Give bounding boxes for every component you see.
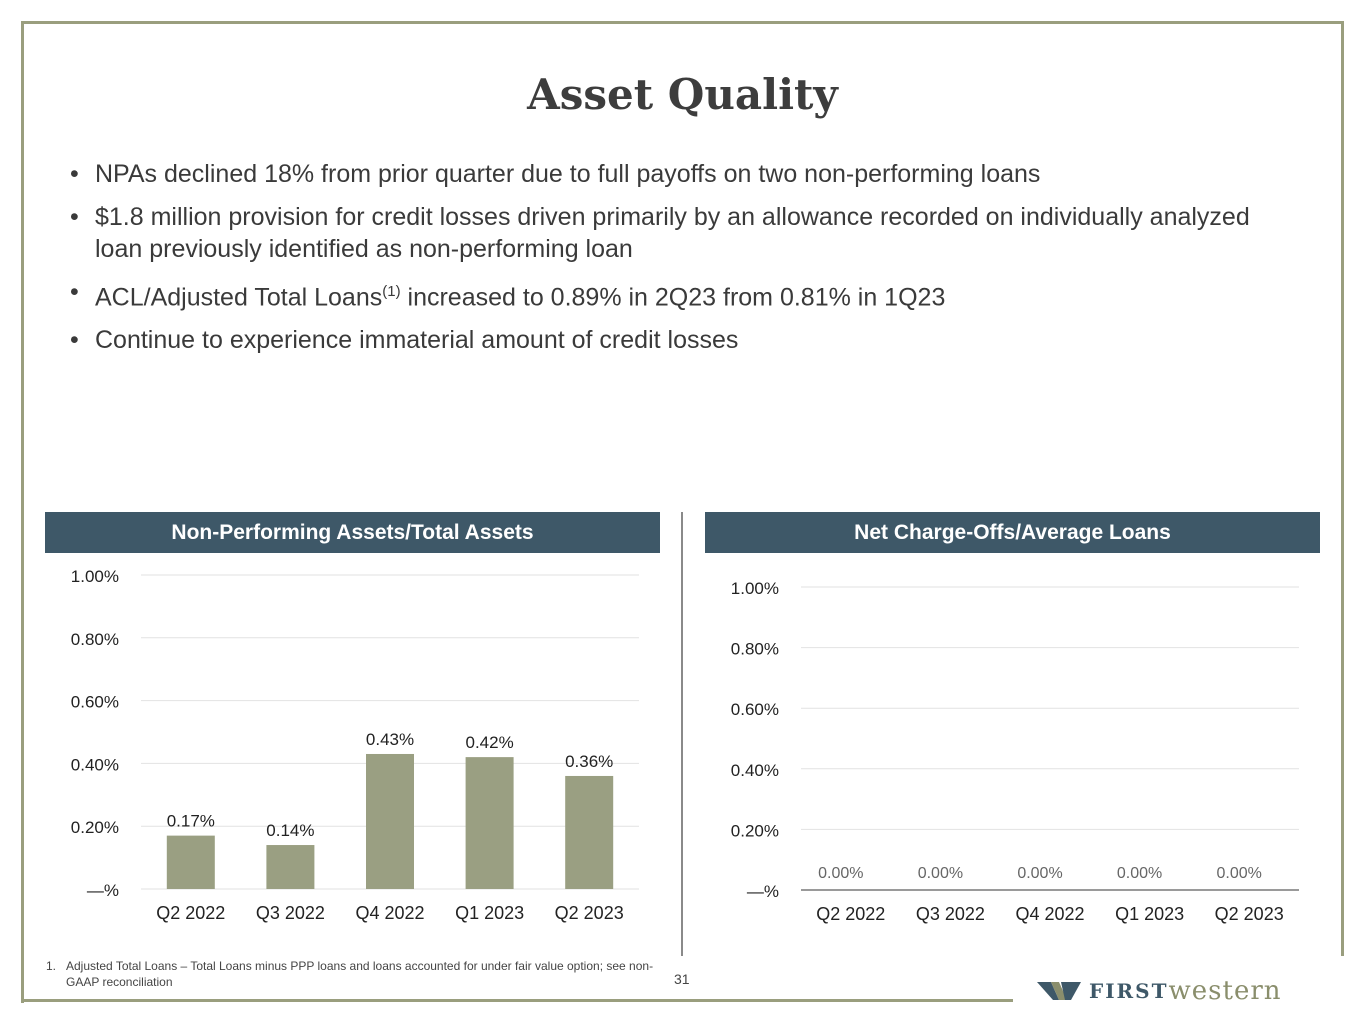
data-label: 0.00% xyxy=(1117,865,1162,882)
y-tick-label: 0.20% xyxy=(71,818,119,837)
bar xyxy=(565,775,614,889)
npa-bar-chart: —% 0.20% 0.40% 0.60% 0.80% 1.00% 0.17% Q2 2022 0… xyxy=(71,567,639,923)
data-label: 0.17% xyxy=(167,812,215,831)
footnote-number: 1. xyxy=(46,959,57,973)
data-label: 0.43% xyxy=(366,730,414,749)
bullet-dot-icon: • xyxy=(70,160,79,188)
bar xyxy=(266,845,315,889)
bullet-list: • NPAs declined 18% from prior quarter du… xyxy=(70,158,1270,367)
bar xyxy=(166,835,215,889)
slide-frame-right xyxy=(1341,21,1344,956)
bullet-item: • NPAs declined 18% from prior quarter du… xyxy=(70,158,1270,190)
y-tick-label: —% xyxy=(747,882,779,901)
y-tick-label: 0.80% xyxy=(71,630,119,649)
x-tick-label: Q4 2022 xyxy=(1015,904,1084,924)
slide-title: Asset Quality xyxy=(527,70,838,119)
slide-frame-top xyxy=(21,21,1344,24)
bullet-item: • $1.8 million provision for credit losse… xyxy=(70,201,1270,265)
slide-frame-bottom xyxy=(21,999,1013,1002)
data-label: 0.00% xyxy=(1017,865,1062,882)
logo-word-first: FIRST xyxy=(1089,979,1169,1003)
footnote-text: Adjusted Total Loans – Total Loans minus… xyxy=(66,959,654,989)
bullet-text: $1.8 million provision for credit losses… xyxy=(95,203,1250,263)
x-tick-label: Q1 2023 xyxy=(1115,904,1184,924)
y-tick-label: 0.20% xyxy=(731,821,779,840)
footnote-reference: (1) xyxy=(382,283,401,300)
y-tick-label: 0.60% xyxy=(71,693,119,712)
y-tick-label: —% xyxy=(87,881,119,900)
nco-bar-chart: —% 0.20% 0.40% 0.60% 0.80% 1.00% 0.00% Q2 2022 0… xyxy=(731,579,1299,924)
x-tick-label: Q2 2022 xyxy=(816,904,885,924)
bullet-text: Continue to experience immaterial amount… xyxy=(95,326,739,355)
data-label: 0.36% xyxy=(565,752,613,771)
data-label: 0.00% xyxy=(1217,865,1262,882)
bar xyxy=(465,757,514,889)
page-number: 31 xyxy=(674,971,690,987)
npa-chart-title: Non-Performing Assets/Total Assets xyxy=(45,512,660,553)
x-tick-label: Q2 2023 xyxy=(1215,904,1284,924)
x-tick-label: Q1 2023 xyxy=(455,903,524,923)
nco-chart-title: Net Charge-Offs/Average Loans xyxy=(705,512,1320,553)
bullet-dot-icon: • xyxy=(70,326,79,355)
y-tick-label: 1.00% xyxy=(731,579,779,598)
bullet-text: NPAs declined 18% from prior quarter due… xyxy=(95,160,1041,188)
x-tick-label: Q3 2022 xyxy=(256,903,325,923)
data-label: 0.42% xyxy=(465,733,513,752)
bullet-item: • ACL/Adjusted Total Loans(1) increased t… xyxy=(70,276,1270,313)
x-tick-label: Q2 2022 xyxy=(156,903,225,923)
bullet-dot-icon: • xyxy=(70,203,79,231)
y-tick-label: 0.40% xyxy=(731,761,779,780)
x-tick-label: Q4 2022 xyxy=(355,903,424,923)
panel-divider xyxy=(681,512,683,956)
company-logo: FIRST western xyxy=(1037,976,1282,1006)
slide-frame-left xyxy=(21,21,24,1003)
data-label: 0.00% xyxy=(918,865,963,882)
y-tick-label: 0.40% xyxy=(71,755,119,774)
bullet-text-end: increased to 0.89% in 2Q23 from 0.81% in… xyxy=(400,283,946,312)
bullet-dot-icon: • xyxy=(70,278,79,306)
data-label: 0.14% xyxy=(266,821,314,840)
footnote: 1. Adjusted Total Loans – Total Loans mi… xyxy=(46,958,671,990)
y-tick-label: 1.00% xyxy=(71,567,119,586)
logo-word-western: western xyxy=(1168,976,1282,1006)
bar xyxy=(366,753,414,889)
bullet-item: • Continue to experience immaterial amoun… xyxy=(70,324,1270,356)
w-mark-icon xyxy=(1037,982,1081,1000)
bullet-text-start: ACL/Adjusted Total Loans xyxy=(95,283,383,312)
y-tick-label: 0.60% xyxy=(731,700,779,719)
y-tick-label: 0.80% xyxy=(731,640,779,659)
data-label: 0.00% xyxy=(818,865,863,882)
x-tick-label: Q2 2023 xyxy=(555,903,624,923)
x-tick-label: Q3 2022 xyxy=(916,904,985,924)
